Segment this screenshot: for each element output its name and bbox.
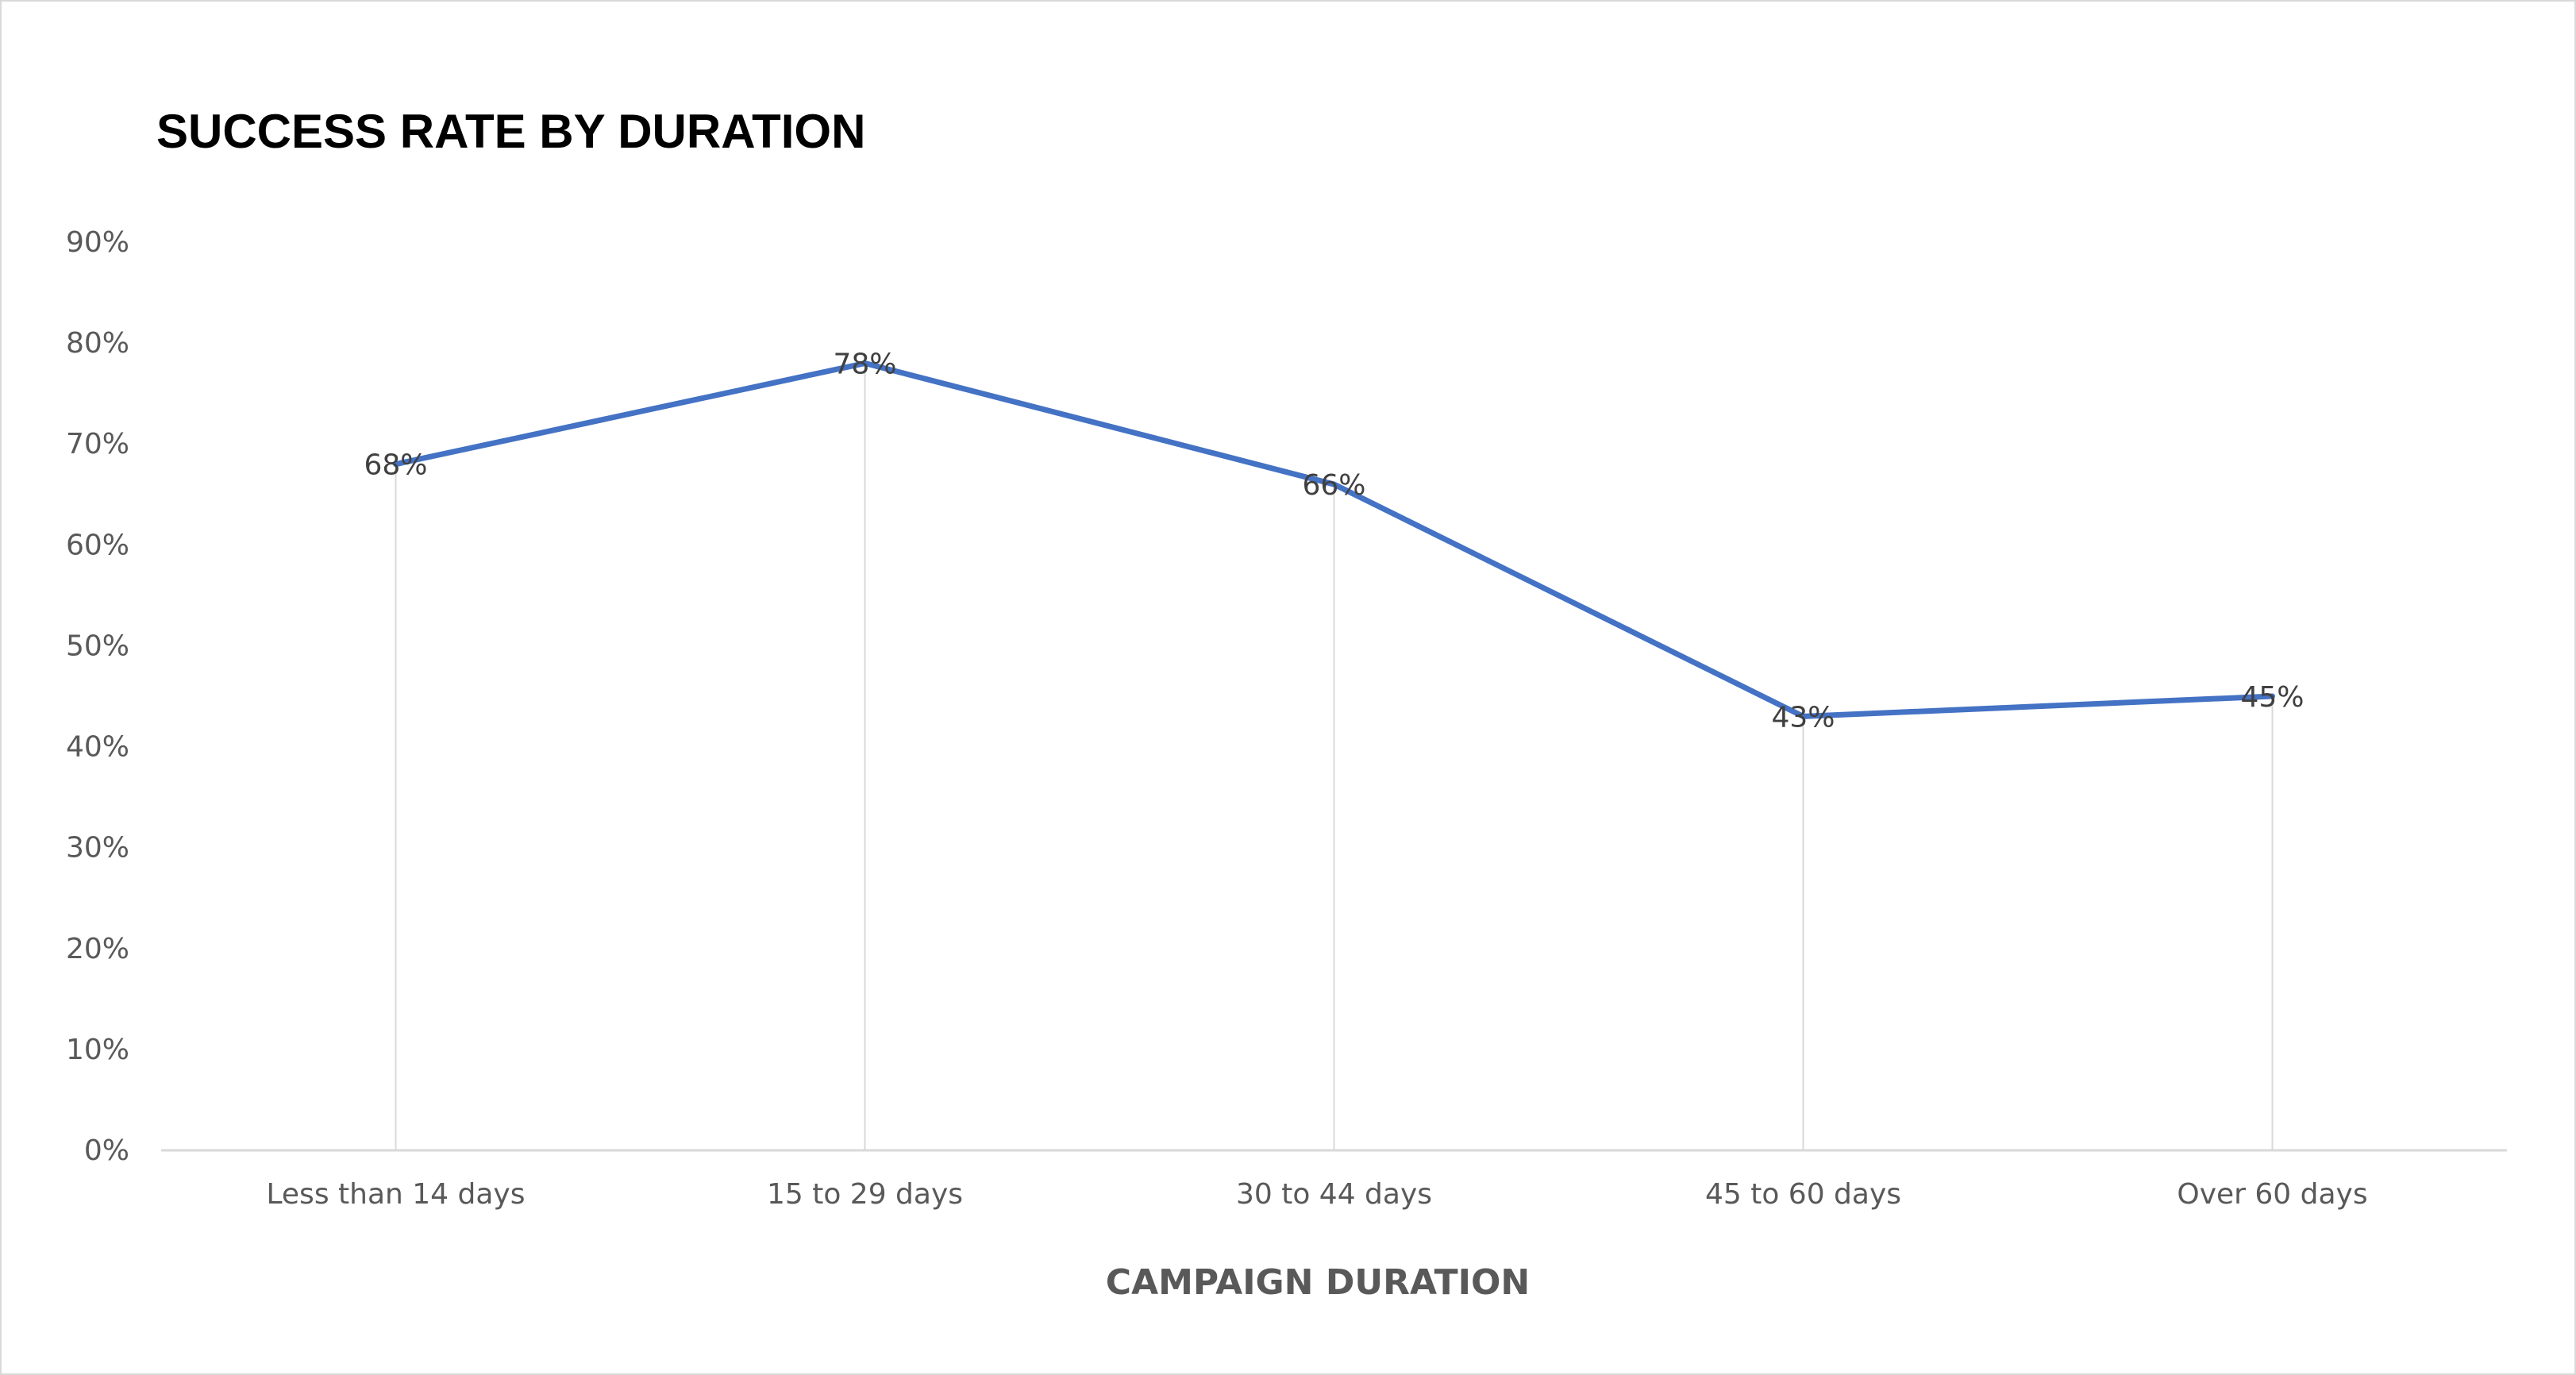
y-tick-label: 80% xyxy=(66,327,129,360)
data-label: 78% xyxy=(833,349,896,381)
data-label: 66% xyxy=(1302,469,1365,502)
y-tick-label: 20% xyxy=(66,933,129,965)
y-tick-label: 30% xyxy=(66,832,129,865)
x-tick-label: 15 to 29 days xyxy=(767,1178,963,1211)
y-tick-label: 90% xyxy=(66,226,129,259)
y-tick-label: 60% xyxy=(66,529,129,561)
y-axis-ticks: 0% 10% 20% 30% 40% 50% 60% 70% 80% 90% xyxy=(66,226,129,1167)
data-labels: 68% 78% 66% 43% 45% xyxy=(364,349,2304,734)
x-tick-label: 30 to 44 days xyxy=(1236,1178,1432,1211)
drop-lines xyxy=(395,363,2274,1150)
x-axis-ticks: Less than 14 days 15 to 29 days 30 to 44 d… xyxy=(266,1178,2367,1211)
data-label: 68% xyxy=(364,449,427,482)
y-tick-label: 0% xyxy=(84,1134,129,1167)
data-label: 45% xyxy=(2240,681,2304,714)
y-tick-label: 40% xyxy=(66,731,129,764)
series-group xyxy=(393,360,2275,719)
y-tick-label: 50% xyxy=(66,630,129,662)
x-tick-label: Over 60 days xyxy=(2177,1178,2367,1211)
x-tick-label: 45 to 60 days xyxy=(1705,1178,1901,1211)
x-tick-label: Less than 14 days xyxy=(266,1178,525,1211)
y-tick-label: 10% xyxy=(66,1034,129,1066)
x-axis-title: CAMPAIGN DURATION xyxy=(1106,1262,1530,1303)
series-line xyxy=(393,360,2275,719)
y-tick-label: 70% xyxy=(66,428,129,460)
data-label: 43% xyxy=(1771,701,1835,734)
chart-title: SUCCESS RATE BY DURATION xyxy=(156,105,865,158)
